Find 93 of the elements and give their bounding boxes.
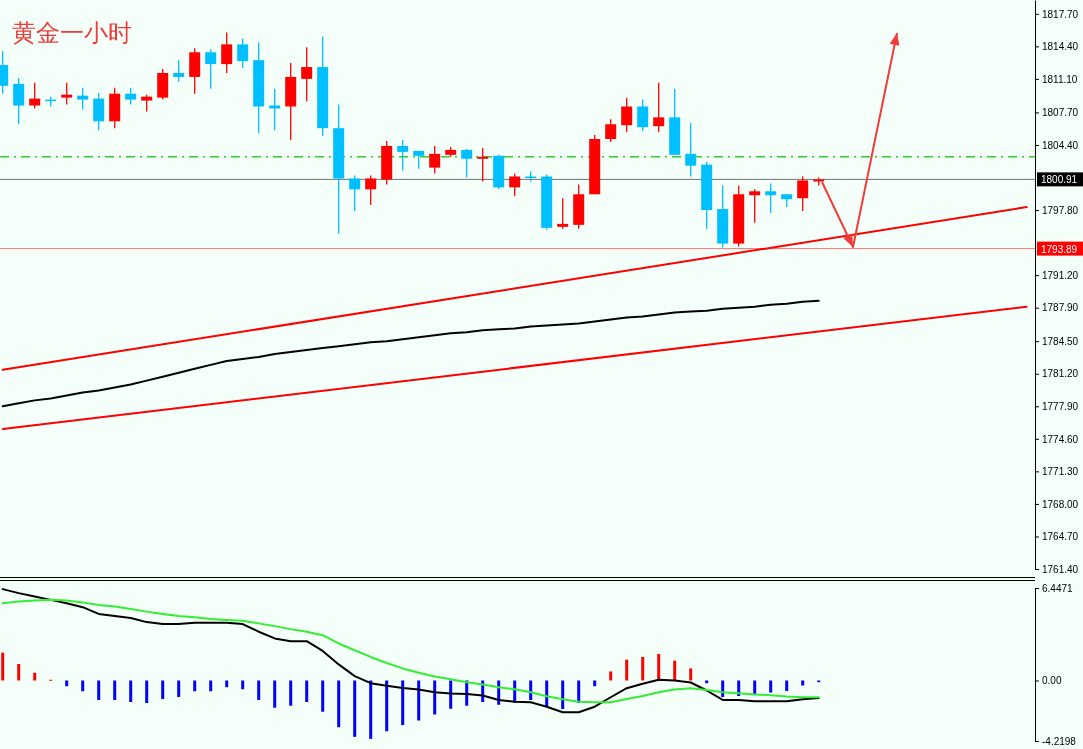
bar xyxy=(289,680,293,706)
candlestick xyxy=(765,182,777,214)
bar xyxy=(337,680,341,728)
candlestick xyxy=(749,188,761,224)
bar xyxy=(625,659,629,681)
candlestick xyxy=(29,82,41,110)
candlestick xyxy=(477,147,489,183)
bar xyxy=(785,680,789,691)
bar xyxy=(161,680,165,699)
y-tick-label: 1811.10 xyxy=(1042,73,1078,85)
candlestick xyxy=(173,59,185,83)
bar xyxy=(33,672,37,681)
y-tick-label: 1817.70 xyxy=(1042,8,1079,20)
bar xyxy=(641,656,645,681)
bar xyxy=(209,680,213,692)
bar xyxy=(609,671,613,681)
candlestick xyxy=(637,98,649,132)
bar xyxy=(801,680,805,686)
bar xyxy=(193,680,197,692)
y-tick-label: 1814.40 xyxy=(1042,41,1079,53)
candlestick xyxy=(557,197,569,230)
y-tick-label: 1797.80 xyxy=(1042,204,1079,216)
bar xyxy=(593,680,597,687)
y-tick-label: 1784.50 xyxy=(1042,335,1079,347)
candlestick xyxy=(349,174,361,212)
candlestick xyxy=(653,82,665,133)
y-tick-label: 1787.90 xyxy=(1042,302,1079,314)
bar xyxy=(65,680,69,687)
y-tick-label: 1768.00 xyxy=(1042,498,1079,510)
bar xyxy=(769,680,773,693)
y-tick-label: 1781.20 xyxy=(1042,368,1079,380)
candlestick xyxy=(13,77,25,125)
candlestick xyxy=(301,46,313,103)
bar xyxy=(689,668,693,681)
candlestick xyxy=(797,175,809,212)
bar xyxy=(449,680,453,709)
candlestick xyxy=(237,37,249,69)
bar xyxy=(1,652,5,681)
bar xyxy=(241,680,245,690)
bar xyxy=(129,680,133,702)
bar xyxy=(529,680,533,700)
bar xyxy=(657,653,661,681)
candlestick xyxy=(365,174,377,206)
candlestick xyxy=(605,118,617,143)
candlestick xyxy=(461,148,473,179)
y-tick-label: 1761.40 xyxy=(1042,563,1079,575)
y-tick-label: 1777.90 xyxy=(1042,400,1079,412)
bar xyxy=(369,680,373,739)
bar xyxy=(321,680,325,712)
bar xyxy=(561,680,565,710)
y-tick-label: 1774.60 xyxy=(1042,433,1079,445)
bar xyxy=(305,680,309,702)
bar xyxy=(385,680,389,732)
line-series xyxy=(1,598,820,704)
y-tick-label: 1807.70 xyxy=(1042,107,1079,119)
y-tick-label: 6.4471 xyxy=(1042,582,1074,594)
y-tick-label: 0.00 xyxy=(1042,675,1062,687)
bar xyxy=(273,680,277,708)
candlestick xyxy=(93,92,105,131)
bar xyxy=(113,680,117,700)
bar xyxy=(401,680,405,726)
bar xyxy=(705,680,709,684)
bar xyxy=(177,680,181,697)
candlestick xyxy=(429,145,441,175)
bar xyxy=(81,680,85,692)
bar xyxy=(673,660,677,681)
candlestick xyxy=(509,172,521,197)
bar xyxy=(17,663,21,681)
candlestick xyxy=(221,31,233,74)
bar xyxy=(417,680,421,721)
y-tick-label: 1804.40 xyxy=(1042,139,1079,151)
text: 黄金一小时 xyxy=(12,19,132,47)
y-tick-label: 1791.20 xyxy=(1042,269,1079,281)
bar xyxy=(225,680,229,688)
ref-line-label: 1793.89 xyxy=(1041,243,1078,255)
bar xyxy=(433,680,437,715)
line-series xyxy=(1,299,820,408)
y-tick-label: 1771.30 xyxy=(1042,466,1079,478)
y-tick-label: 1764.70 xyxy=(1042,531,1079,543)
bar xyxy=(145,680,149,703)
ref-line-label: 1800.91 xyxy=(1041,174,1078,186)
candlestick xyxy=(685,122,697,178)
candlestick xyxy=(397,139,409,172)
candlestick xyxy=(205,48,217,90)
candlestick xyxy=(77,87,89,111)
line-series xyxy=(1,588,820,714)
bar xyxy=(257,680,261,700)
candlestick xyxy=(61,82,73,106)
candlestick xyxy=(621,96,633,133)
bar xyxy=(97,680,101,700)
y-tick-label: -4.2198 xyxy=(1042,735,1077,747)
bar xyxy=(353,680,357,737)
bar xyxy=(753,680,757,694)
